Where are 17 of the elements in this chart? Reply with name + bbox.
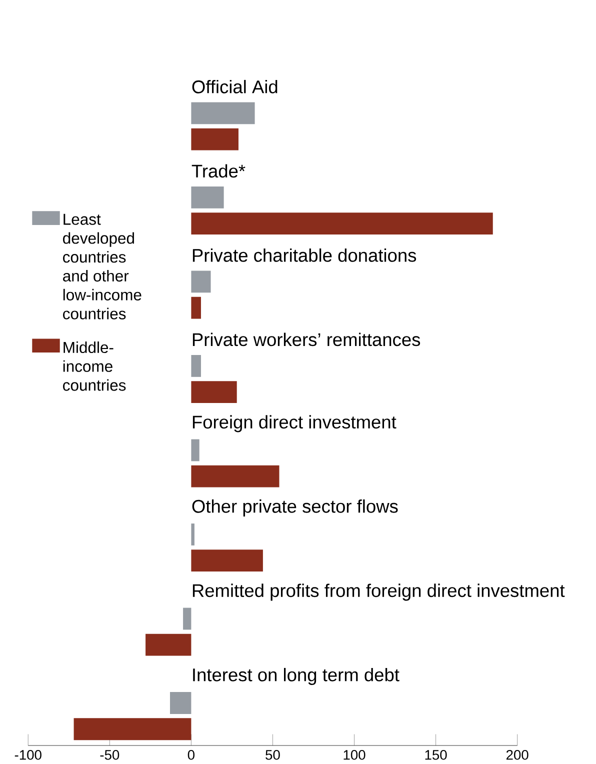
y-tick-label: Foreign direct investment (192, 415, 396, 432)
x-tick-label: 150 (425, 750, 447, 760)
y-tick-label: Interest on long term debt (193, 668, 400, 685)
y-tick-label: Private workers’ remittances (192, 332, 420, 346)
x-tick-label: -100 (14, 750, 42, 760)
y-tick-label: Trade* (192, 164, 246, 178)
y-tick-label: Official Aid (192, 80, 278, 94)
x-tick-label: -50 (100, 750, 120, 760)
y-tick-label: Private charitable donations (192, 248, 416, 262)
x-tick-label: 50 (266, 750, 280, 760)
x-tick-label: 200 (506, 750, 528, 760)
x-tick-label: 0 (188, 750, 195, 760)
y-tick-label: Other private sector flows (192, 499, 398, 516)
y-tick-label: Remitted profits from foreign direct investment (192, 584, 565, 601)
legend-label: Least developed countries and other low-income countries (63, 214, 142, 320)
x-tick-label: 100 (344, 750, 366, 760)
legend-label: Middle-income countries (63, 341, 126, 391)
